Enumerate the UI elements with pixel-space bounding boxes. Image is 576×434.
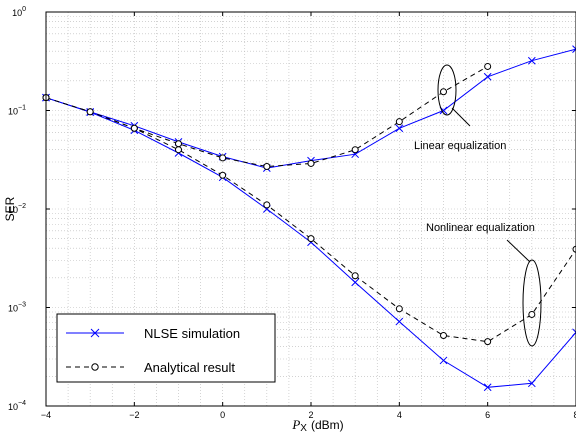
y-tick-label: 10−3	[8, 302, 26, 314]
series-0-point	[572, 45, 576, 53]
x-tick-label: 8	[573, 410, 576, 420]
series-0-point	[483, 72, 492, 81]
series-1-point	[395, 118, 403, 126]
series-0-point	[527, 56, 536, 65]
linear-ellipse	[437, 64, 457, 116]
linear-label: Linear equalization	[414, 140, 506, 152]
series-3-point	[175, 146, 182, 154]
series-3-point	[572, 245, 576, 253]
nonlinear-pointer	[506, 239, 531, 263]
legend-label-analytical: Analytical result	[144, 360, 235, 375]
x-tick-label: −2	[129, 410, 139, 420]
legend-box	[56, 313, 276, 383]
series-3-point	[484, 338, 492, 346]
linear-pointer	[451, 107, 471, 127]
nonlinear-ellipse	[522, 259, 542, 347]
series-3-point	[440, 331, 447, 339]
x-tick-label: 0	[220, 410, 225, 420]
x-axis-title: PX (dBm)	[291, 417, 343, 434]
series-group	[42, 45, 576, 392]
series-1-point	[175, 140, 182, 148]
series-1-point	[351, 146, 359, 154]
nonlinear-label: Nonlinear equalization	[426, 222, 535, 234]
series-3-point	[130, 124, 138, 132]
series-3-point	[263, 201, 271, 209]
x-axis-subscript: X	[300, 423, 307, 434]
series-1-point	[484, 62, 492, 70]
series-3-point	[219, 171, 227, 179]
x-tick-label: 4	[397, 410, 402, 420]
y-tick-label: 10−4	[8, 400, 26, 412]
series-3-point	[307, 235, 315, 243]
x-tick-label: 2	[308, 410, 313, 420]
y-tick-label: 10−1	[8, 105, 26, 117]
series-0-point	[395, 124, 404, 133]
legend: NLSE simulation Analytical result	[56, 313, 276, 383]
series-2-point	[572, 328, 576, 337]
series-2-point	[395, 317, 404, 326]
y-axis-title: SER	[3, 196, 17, 221]
series-1-point	[219, 154, 227, 162]
annotation-linear: Linear equalization	[414, 64, 506, 152]
y-tick-label: 10−2	[8, 203, 26, 215]
series-3-point	[528, 310, 536, 318]
y-tick-label: 100	[12, 6, 26, 18]
x-axis-symbol: P	[291, 417, 300, 432]
series-2-point	[527, 379, 536, 388]
series-2-point	[483, 383, 492, 392]
series-1-point	[440, 88, 447, 96]
series-3-point	[351, 272, 359, 280]
series-1-point	[263, 163, 271, 171]
x-tick-label: −4	[41, 410, 51, 420]
series-3-point	[86, 108, 94, 116]
series-1-point	[307, 159, 315, 167]
series-2-point	[351, 278, 360, 287]
series-3-point	[395, 305, 403, 313]
legend-label-simulation: NLSE simulation	[144, 326, 240, 341]
x-axis-unit: (dBm)	[311, 418, 344, 432]
legend-marker-simulation	[90, 328, 100, 338]
legend-marker-analytical	[91, 363, 99, 371]
annotation-nonlinear: Nonlinear equalization	[426, 222, 542, 347]
ticks: −4 −2 0 2 4 6 8 10−4 10−3 10−2 10−1 100	[8, 6, 576, 420]
series-2-point	[439, 356, 448, 365]
x-tick-label: 6	[485, 410, 490, 420]
